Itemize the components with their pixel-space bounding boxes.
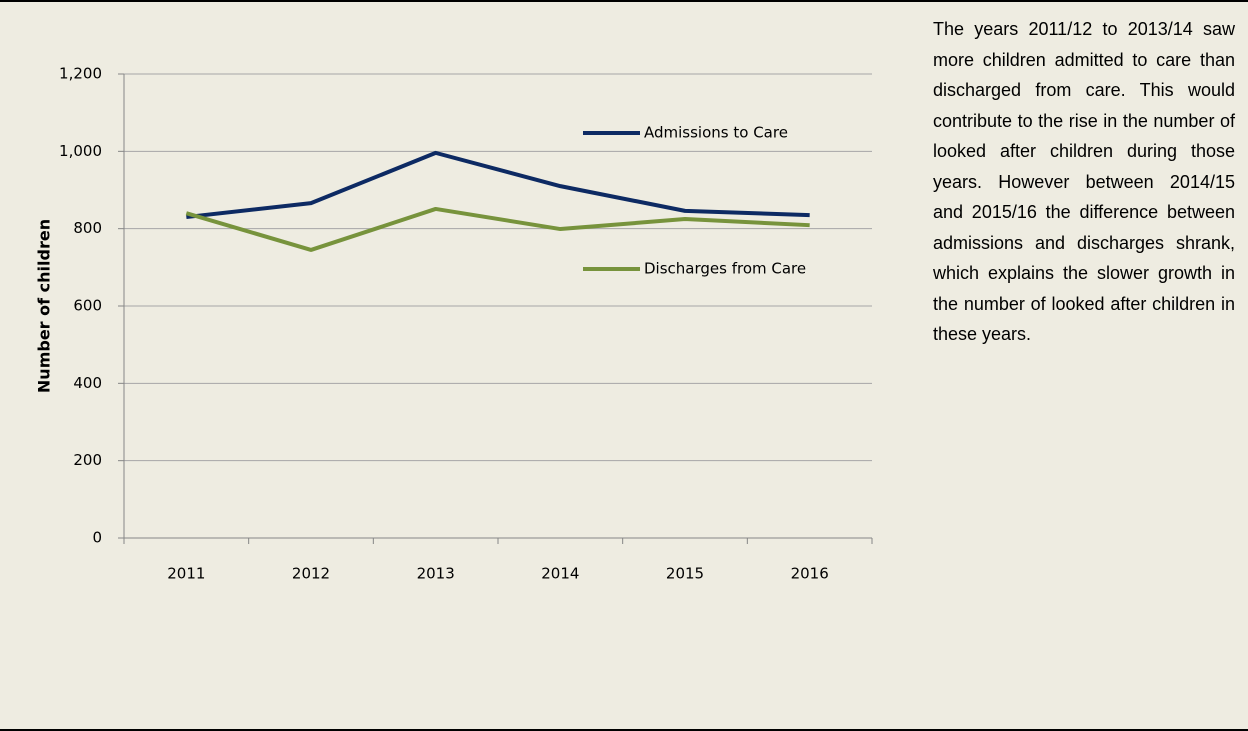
y-tick-label: 1,000 (59, 142, 102, 160)
x-tick-label: 2011 (167, 565, 205, 583)
series-line (185, 206, 810, 252)
x-tick-label: 2013 (417, 565, 455, 583)
y-axis-label: Number of children (35, 219, 54, 393)
y-tick-label: 800 (73, 219, 102, 237)
y-tick-label: 0 (92, 529, 102, 547)
legend-label: Discharges from Care (644, 260, 806, 278)
x-tick-label: 2015 (666, 565, 704, 583)
y-tick-label: 600 (73, 297, 102, 315)
x-tick-label: 2016 (791, 565, 829, 583)
chart: Number of children 0 200 400 600 800 1,000 1,2… (35, 65, 873, 583)
x-tick-label: 2012 (292, 565, 330, 583)
description: The years 2011/12 to 2013/14 saw more ch… (933, 19, 1235, 344)
y-tick-label: 1,200 (59, 65, 102, 83)
y-tick-label: 200 (73, 451, 102, 469)
legend-label: Admissions to Care (644, 124, 788, 142)
x-tick-label: 2014 (541, 565, 579, 583)
y-tick-label: 400 (73, 374, 102, 392)
series-line (186, 150, 810, 220)
